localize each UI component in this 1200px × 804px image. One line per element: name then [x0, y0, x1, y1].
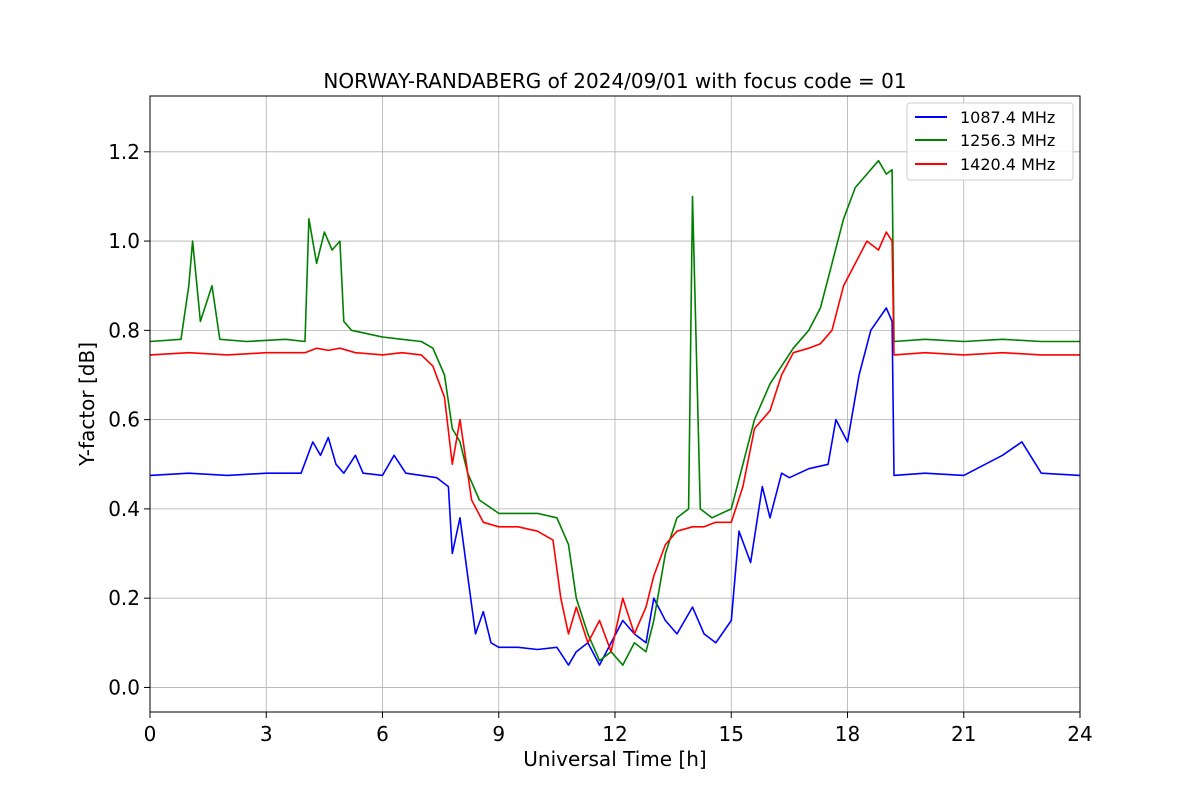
legend-label-1087: 1087.4 MHz [960, 108, 1055, 127]
y-tick-label: 0.8 [108, 318, 140, 342]
x-tick-label: 24 [1067, 722, 1092, 746]
series-line-1087-4 [149, 307, 1081, 666]
x-tick-label: 18 [835, 722, 860, 746]
series-line-1256-3 [149, 159, 1080, 666]
legend-box [906, 102, 1074, 181]
x-tick-label: 9 [492, 722, 505, 746]
y-tick-label: 0.0 [108, 675, 140, 699]
series-lines [149, 159, 1081, 666]
y-tick-label: 0.6 [108, 408, 140, 432]
y-tick-label: 1.2 [108, 140, 140, 164]
y-tick-label: 0.2 [108, 586, 140, 610]
x-tick-label: 15 [719, 722, 744, 746]
x-tick-label: 6 [376, 722, 389, 746]
x-tick-label: 12 [602, 722, 627, 746]
x-tick-label: 3 [260, 722, 273, 746]
x-tick-label: 21 [951, 722, 976, 746]
legend-label-1420: 1420.4 MHz [960, 155, 1055, 174]
legend-label-1256: 1256.3 MHz [960, 131, 1055, 150]
axis-ticks: 0 3 6 9 12 15 18 21 24 0.0 0.2 0.4 0.6 0.8 1.0 1.2 [108, 140, 1093, 746]
x-axis-label: Universal Time [h] [523, 747, 706, 771]
y-tick-label: 0.4 [108, 497, 140, 521]
legend: 1087.4 MHz 1256.3 MHz 1420.4 MHz [906, 102, 1074, 181]
chart-title: NORWAY-RANDABERG of 2024/09/01 with focu… [323, 69, 906, 93]
y-axis-label: Y-factor [dB] [75, 342, 99, 467]
series-line-1420-4 [149, 231, 1080, 653]
y-tick-label: 1.0 [108, 229, 140, 253]
x-tick-label: 0 [144, 722, 157, 746]
